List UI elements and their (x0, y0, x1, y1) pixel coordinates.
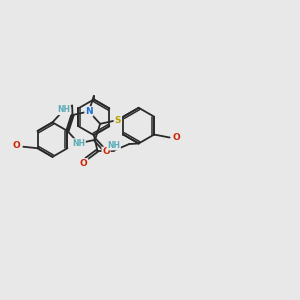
Text: NH: NH (72, 139, 85, 148)
Text: S: S (114, 116, 121, 124)
Text: N: N (85, 107, 93, 116)
Text: NH: NH (107, 141, 120, 150)
Text: O: O (172, 133, 180, 142)
Text: O: O (13, 141, 21, 150)
Text: NH: NH (57, 106, 70, 115)
Text: O: O (102, 147, 110, 156)
Text: O: O (80, 159, 88, 168)
